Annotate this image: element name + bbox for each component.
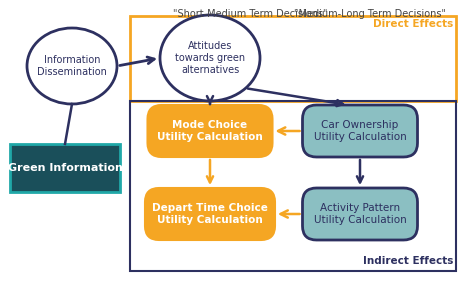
FancyBboxPatch shape: [303, 105, 418, 157]
Text: Activity Pattern
Utility Calculation: Activity Pattern Utility Calculation: [314, 203, 407, 225]
Text: Information
Dissemination: Information Dissemination: [37, 55, 107, 77]
Text: Direct Effects: Direct Effects: [373, 19, 453, 29]
Ellipse shape: [27, 28, 117, 104]
Ellipse shape: [160, 15, 260, 101]
Text: "Short-Medium Term Decisions": "Short-Medium Term Decisions": [173, 9, 327, 19]
Text: Indirect Effects: Indirect Effects: [363, 256, 453, 266]
Bar: [130, 16, 456, 101]
FancyBboxPatch shape: [147, 105, 273, 157]
Text: Depart Time Choice
Utility Calculation: Depart Time Choice Utility Calculation: [152, 203, 268, 225]
Bar: [10, 144, 120, 192]
Bar: [130, 101, 456, 271]
Text: Green Information: Green Information: [7, 163, 122, 173]
FancyBboxPatch shape: [303, 188, 418, 240]
Text: Mode Choice
Utility Calculation: Mode Choice Utility Calculation: [157, 120, 263, 142]
Text: "Medium-Long Term Decisions": "Medium-Long Term Decisions": [294, 9, 446, 19]
FancyBboxPatch shape: [145, 188, 275, 240]
Text: Car Ownership
Utility Calculation: Car Ownership Utility Calculation: [314, 120, 407, 142]
Text: Attitudes
towards green
alternatives: Attitudes towards green alternatives: [175, 41, 245, 75]
